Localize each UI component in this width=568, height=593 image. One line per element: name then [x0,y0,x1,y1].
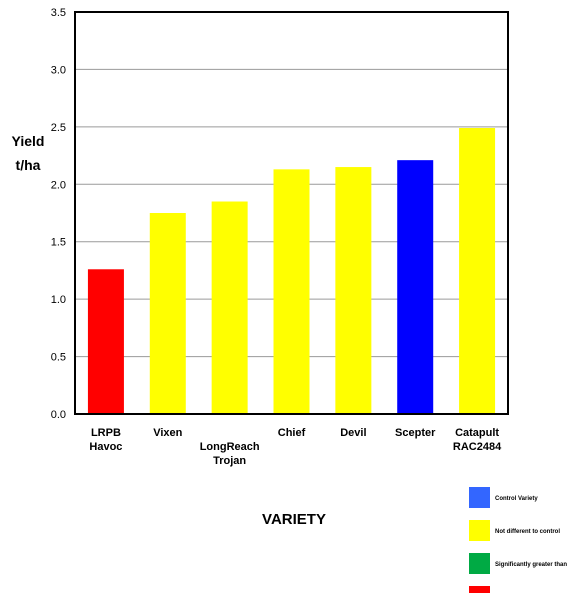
legend-swatch [469,520,490,541]
bar [459,128,496,414]
legend-label: Control Variety [495,496,538,502]
bar [335,167,372,414]
y-tick-label: 3.5 [51,7,66,19]
x-tick-label: RAC2484 [453,441,502,453]
plot-border [74,11,509,415]
y-tick-label: 0.0 [51,409,66,421]
y-tick-labels: 0.0 0.5 1.0 1.5 2.0 2.5 3.0 3.5 [51,7,66,421]
y-tick-label: 0.5 [51,352,66,364]
y-tick-label: 3.0 [51,64,66,76]
legend-swatch [469,553,490,574]
bar [397,160,434,414]
legend: Control Variety Not different to control S… [469,487,568,593]
bar [149,213,186,414]
bar [273,169,310,414]
y-tick-label: 1.5 [51,237,66,249]
x-tick-label: LongReach [200,441,260,453]
y-tick-label: 2.5 [51,122,66,134]
y-axis-label-line1: Yield [12,133,45,149]
legend-swatch [469,586,490,593]
bar [87,269,124,414]
legend-label: Not different to control [495,529,560,535]
x-tick-label: Catapult [455,427,499,439]
x-tick-label: Devil [340,427,366,439]
x-tick-label: LRPB [91,427,121,439]
y-axis-label-line2: t/ha [16,157,41,173]
x-tick-label: Scepter [395,427,436,439]
bars [87,128,496,414]
legend-label: Significantly greater than control [495,562,568,568]
y-tick-label: 1.0 [51,294,66,306]
legend-swatch [469,487,490,508]
x-axis-label: VARIETY [262,511,326,528]
x-tick-label: Havoc [89,441,122,453]
plot-frame [74,11,509,415]
x-tick-label: Trojan [213,455,246,467]
y-tick-label: 2.0 [51,179,66,191]
x-tick-labels: LRPB Havoc Vixen LongReach Trojan Chief Devil S… [89,427,502,467]
bar [211,201,248,414]
x-tick-label: Chief [278,427,306,439]
x-tick-label: Vixen [153,427,182,439]
